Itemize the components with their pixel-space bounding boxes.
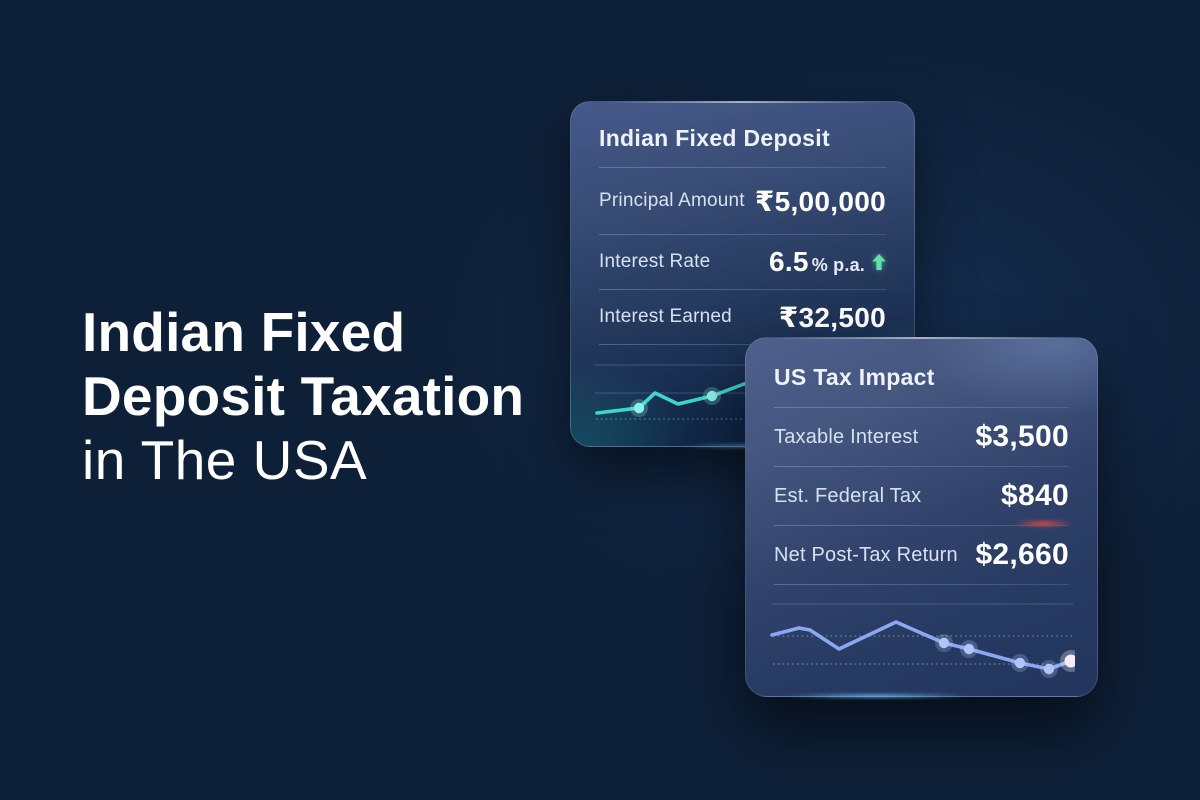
table-row: Interest Rate 6.5 % p.a. bbox=[599, 235, 886, 289]
divider bbox=[774, 466, 1069, 467]
row-label: Principal Amount bbox=[599, 190, 745, 211]
divider bbox=[774, 584, 1069, 585]
row-value: ₹5,00,000 bbox=[754, 185, 886, 217]
row-value: ₹32,500 bbox=[778, 301, 886, 333]
divider bbox=[599, 167, 886, 168]
row-label: Est. Federal Tax bbox=[774, 484, 922, 507]
arrow-up-icon bbox=[872, 254, 886, 270]
rate-unit-suffix: % p.a. bbox=[811, 255, 865, 275]
row-value: $3,500 bbox=[975, 420, 1069, 453]
card-title: US Tax Impact bbox=[774, 364, 935, 390]
indian-fixed-deposit-card: Indian Fixed Deposit Principal Amount ₹5… bbox=[570, 101, 915, 447]
divider bbox=[774, 407, 1069, 408]
divider bbox=[774, 525, 1069, 526]
table-row: Interest Earned ₹32,500 bbox=[599, 290, 886, 344]
row-label: Taxable Interest bbox=[774, 425, 919, 448]
headline-line-2: Deposit Taxation bbox=[82, 365, 525, 427]
page-title: Indian Fixed Deposit Taxation in The USA bbox=[82, 300, 524, 492]
divider bbox=[599, 344, 886, 345]
us-tax-impact-card: US Tax Impact Taxable Interest $3,500 Es… bbox=[745, 337, 1098, 697]
row-label: Net Post-Tax Return bbox=[774, 543, 958, 566]
headline-line-3: in The USA bbox=[82, 429, 368, 491]
table-row: Principal Amount ₹5,00,000 bbox=[599, 168, 886, 234]
federal-tax-red-glow bbox=[1002, 518, 1084, 529]
interest-rate-value-group: 6.5 % p.a. bbox=[769, 246, 886, 278]
card-title: Indian Fixed Deposit bbox=[599, 125, 830, 151]
table-row: Net Post-Tax Return $2,660 bbox=[774, 526, 1069, 584]
row-value: $2,660 bbox=[975, 538, 1069, 571]
headline-line-1: Indian Fixed bbox=[82, 301, 406, 363]
row-value: $840 bbox=[1001, 479, 1069, 512]
table-row: Taxable Interest $3,500 bbox=[774, 408, 1069, 466]
table-row: Est. Federal Tax $840 bbox=[774, 467, 1069, 525]
row-label: Interest Earned bbox=[599, 306, 732, 327]
post-tax-decline-sparkline-chart bbox=[770, 603, 1075, 678]
divider bbox=[599, 289, 886, 290]
row-value: 6.5 bbox=[768, 246, 809, 277]
row-label: Interest Rate bbox=[599, 251, 711, 272]
divider bbox=[599, 234, 886, 235]
